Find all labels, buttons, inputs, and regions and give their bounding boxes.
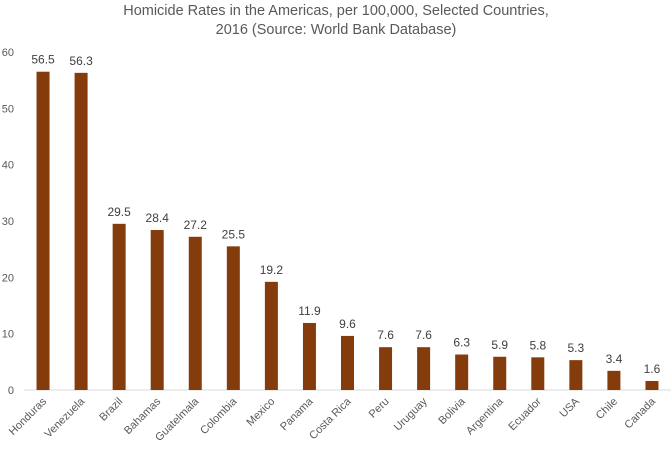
value-label: 5.8 <box>529 338 546 352</box>
value-label: 1.6 <box>644 362 661 376</box>
value-label: 29.5 <box>107 205 131 219</box>
bar <box>379 347 393 390</box>
value-label: 27.2 <box>184 218 208 232</box>
bar <box>645 380 659 390</box>
value-label: 56.3 <box>69 54 93 68</box>
value-label: 6.3 <box>453 336 470 350</box>
x-tick-label: Bolivia <box>436 395 468 427</box>
value-label: 28.4 <box>146 211 170 225</box>
bar <box>531 357 545 390</box>
x-tick-label: Venezuela <box>42 395 87 440</box>
x-tick-label: Panama <box>278 395 316 433</box>
x-tick-label: Mexico <box>244 396 277 429</box>
value-label: 7.6 <box>415 328 432 342</box>
x-tick-label: Peru <box>367 396 392 421</box>
y-tick-label: 30 <box>2 216 14 228</box>
value-label: 5.3 <box>568 341 585 355</box>
bar <box>455 354 469 390</box>
bar <box>226 246 240 390</box>
x-tick-label: Argentina <box>464 395 506 437</box>
y-tick-label: 60 <box>2 47 14 59</box>
bar <box>36 71 50 390</box>
x-tick-label: Uruguay <box>392 395 430 433</box>
value-label: 19.2 <box>260 263 284 277</box>
bar <box>493 356 507 390</box>
value-label: 9.6 <box>339 317 356 331</box>
x-tick-label: Chile <box>594 396 620 422</box>
y-tick-label: 40 <box>2 160 14 172</box>
value-label: 11.9 <box>298 304 321 318</box>
bar <box>341 335 354 390</box>
x-tick-label: USA <box>557 395 582 420</box>
bar <box>264 281 278 390</box>
y-tick-label: 0 <box>8 385 14 397</box>
chart-title: Homicide Rates in the Americas, per 100,… <box>123 3 549 38</box>
value-label: 5.9 <box>491 338 508 352</box>
bar <box>569 360 583 390</box>
x-tick-label: Brazil <box>97 396 125 424</box>
bar <box>188 236 202 390</box>
x-tick-label: Costa Rica <box>307 395 354 442</box>
value-label: 3.4 <box>606 352 623 366</box>
value-label: 7.6 <box>377 328 394 342</box>
y-tick-label: 50 <box>2 103 14 115</box>
bar <box>74 72 88 391</box>
bar <box>150 230 164 390</box>
bar <box>417 347 431 390</box>
x-tick-label: Ecuador <box>506 395 544 433</box>
value-label: 25.5 <box>222 227 246 241</box>
bar <box>607 370 621 390</box>
bar <box>302 322 316 390</box>
bar <box>112 223 126 390</box>
y-tick-label: 20 <box>2 272 14 284</box>
x-tick-label: Colombia <box>198 395 240 437</box>
x-tick-label: Canada <box>622 395 658 431</box>
value-label: 56.5 <box>31 53 55 67</box>
y-tick-label: 10 <box>2 329 14 341</box>
